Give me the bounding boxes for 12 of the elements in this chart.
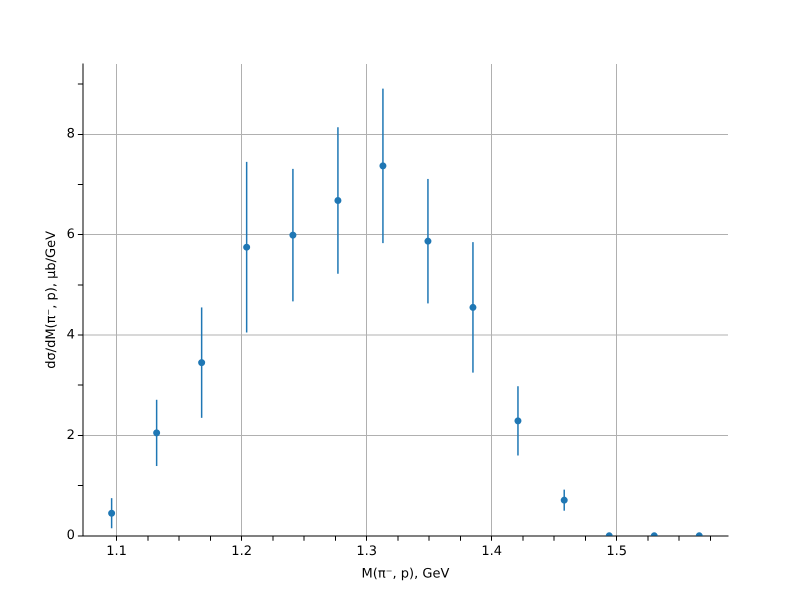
x-tick-label: 1.4 [481, 544, 502, 559]
y-axis-title: dσ/dM(π⁻, p), μb/GeV [44, 230, 60, 369]
y-tick-label: 2 [66, 428, 75, 443]
x-tick-label: 1.5 [606, 544, 628, 559]
x-tick-label: 1.3 [356, 544, 378, 559]
y-tick-label: 6 [66, 227, 75, 242]
y-tick-label: 0 [66, 528, 75, 544]
y-tick-label: 8 [66, 126, 75, 142]
x-tick-label: 1.1 [106, 544, 127, 559]
y-tick-label: 4 [66, 327, 75, 342]
x-tick-label: 1.2 [231, 544, 252, 559]
x-axis-title: M(π⁻, p), GeV [362, 566, 450, 582]
